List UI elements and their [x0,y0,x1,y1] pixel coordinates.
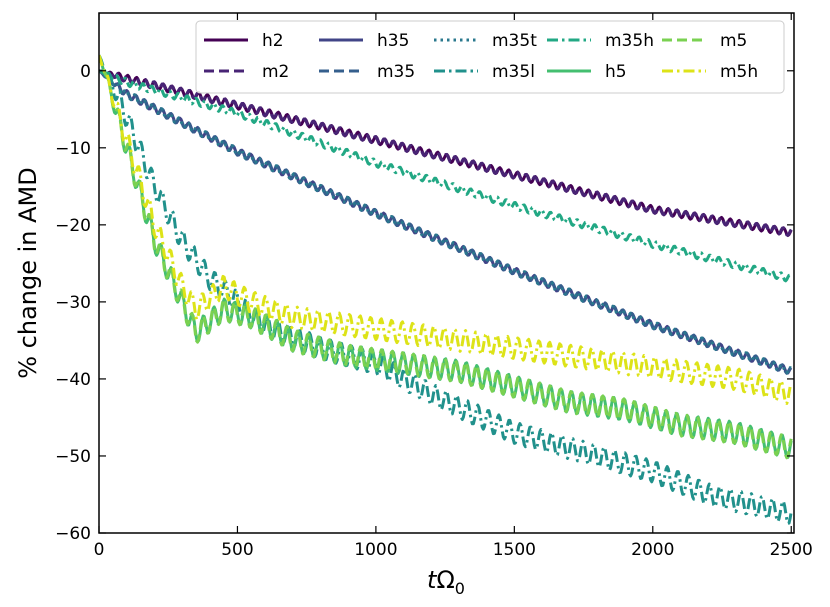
legend: h2 m2 h35 m35 m35t m35l m35h h5 m5 m5h [195,20,785,94]
legend-label-m5: m5 [720,31,747,51]
legend-label-m35t: m35t [492,31,537,51]
series-line-m35l [99,54,793,525]
y-tick-label: −20 [55,216,91,236]
legend-label-h5: h5 [605,62,627,82]
x-tick-label: 0 [94,540,105,560]
series-line-h5 [99,54,793,459]
series-line-m35t [99,69,792,375]
y-tick-label: −30 [55,293,91,313]
legend-label-h2: h2 [262,31,284,51]
series-line-m35h [99,69,793,283]
legend-label-m35h: m35h [605,31,654,51]
y-tick-label: −10 [55,139,91,159]
x-tick-label: 2500 [770,540,813,560]
series-line-m35 [99,69,792,375]
x-tick-label: 1500 [493,540,536,560]
x-tick-label: 500 [221,540,253,560]
series-line-h35 [99,69,793,375]
series-line-m5 [99,54,793,460]
y-tick-label: −60 [55,524,91,544]
series-line-m5h [99,54,793,405]
series-lines [99,54,793,525]
legend-label-m35l: m35l [492,62,535,82]
series-line-m2 [99,69,793,237]
y-axis-title: % change in AMD [14,167,42,379]
legend-label-m2: m2 [262,62,289,82]
legend-label-m5h: m5h [720,62,758,82]
y-tick-label: 0 [80,62,91,82]
x-tick-label: 2000 [631,540,674,560]
axis-tick-labels: 0 500 1000 1500 2000 2500 0 −10 −20 −30 −40 −50 −60 [55,62,813,560]
plot-frame [98,12,795,534]
x-tick-label: 1000 [354,540,397,560]
x-axis-title: tΩ0 [427,566,465,598]
legend-box [195,20,785,94]
y-tick-label: −40 [55,370,91,390]
axis-ticks [98,13,794,534]
legend-label-m35: m35 [377,62,415,82]
legend-label-h35: h35 [377,31,409,51]
y-tick-label: −50 [55,447,91,467]
